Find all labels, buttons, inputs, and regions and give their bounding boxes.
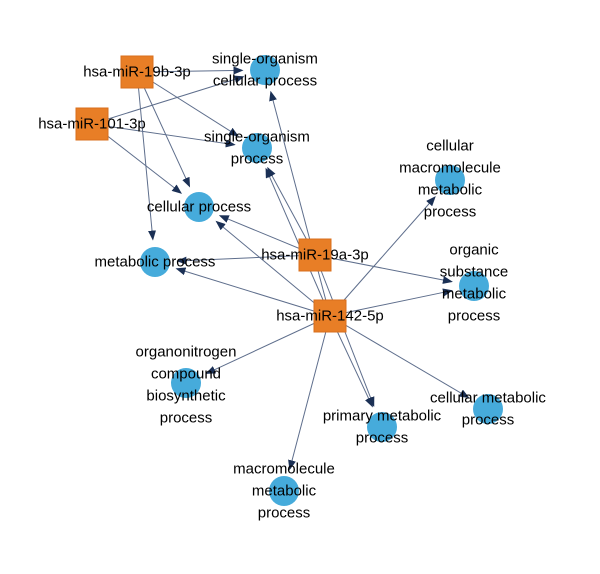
edge-hsa-mir-142-5p-to-organonitrogen-compound-biosynthetic-process[interactable]: [205, 315, 331, 374]
edge-hsa-mir-19b-3p-to-single-organism-cellular-process[interactable]: [136, 66, 244, 75]
node-label-primary-metabolic-process-line-0: primary metabolic: [323, 408, 442, 425]
edge-hsa-mir-142-5p-to-single-organism-process[interactable]: [265, 167, 331, 317]
mirna-node-hsa-mir-142-5p[interactable]: [313, 299, 347, 333]
node-label-cellular-macromolecule-metabolic-process-line-1: macromolecule: [399, 160, 501, 177]
mirna-node-hsa-mir-19b-3p[interactable]: [120, 55, 154, 89]
process-node-macromolecule-metabolic-process[interactable]: [269, 476, 299, 506]
edge-hsa-mir-19b-3p-to-metabolic-process[interactable]: [136, 71, 157, 241]
edge-hsa-mir-142-5p-to-single-organism-cellular-process[interactable]: [269, 90, 331, 317]
node-label-cellular-process-line-0: cellular process: [147, 199, 251, 216]
edge-hsa-mir-19a-3p-to-organic-substance-metabolic-process[interactable]: [314, 254, 453, 284]
edge-hsa-mir-142-5p-to-cellular-process[interactable]: [215, 220, 331, 317]
process-node-cellular-macromolecule-metabolic-process[interactable]: [435, 165, 465, 195]
edge-hsa-mir-101-3p-to-single-organism-process[interactable]: [91, 123, 236, 148]
node-label-cellular-metabolic-process-line-1: process: [462, 412, 515, 429]
process-node-cellular-process[interactable]: [184, 192, 214, 222]
process-node-organonitrogen-compound-biosynthetic-process[interactable]: [171, 368, 201, 398]
node-label-macromolecule-metabolic-process-line-1: metabolic: [252, 483, 317, 500]
node-label-organic-substance-metabolic-process-line-0: organic: [449, 242, 499, 259]
node-label-single-organism-process-line-0: single-organism: [204, 129, 310, 146]
node-label-cellular-metabolic-process-line-0: cellular metabolic: [430, 390, 546, 407]
node-label-single-organism-process-line-1: process: [231, 151, 284, 168]
process-node-organic-substance-metabolic-process[interactable]: [459, 271, 489, 301]
mirna-node-hsa-mir-101-3p[interactable]: [75, 107, 109, 141]
node-label-organic-substance-metabolic-process-line-1: substance: [440, 264, 508, 281]
edge-hsa-mir-142-5p-to-metabolic-process[interactable]: [175, 267, 331, 317]
edge-layer: [91, 66, 470, 471]
node-label-hsa-mir-101-3p-line-0: hsa-miR-101-3p: [38, 116, 146, 133]
node-label-hsa-mir-19a-3p-line-0: hsa-miR-19a-3p: [261, 247, 369, 264]
process-node-metabolic-process[interactable]: [140, 247, 170, 277]
edge-hsa-mir-142-5p-to-organic-substance-metabolic-process[interactable]: [329, 288, 453, 317]
node-label-cellular-macromolecule-metabolic-process-line-3: process: [424, 204, 477, 221]
process-node-cellular-metabolic-process[interactable]: [473, 394, 503, 424]
label-layer: hsa-miR-19b-3p hsa-miR-101-3p hsa-miR-19a-…: [38, 51, 546, 522]
node-label-organonitrogen-compound-biosynthetic-process-line-2: biosynthetic: [146, 388, 226, 405]
process-node-primary-metabolic-process[interactable]: [367, 412, 397, 442]
node-label-organonitrogen-compound-biosynthetic-process-line-1: compound: [151, 366, 221, 383]
node-label-metabolic-process-line-0: metabolic process: [95, 254, 216, 271]
node-label-organic-substance-metabolic-process-line-3: process: [448, 308, 501, 325]
process-node-single-organism-cellular-process[interactable]: [250, 55, 280, 85]
edge-hsa-mir-19a-3p-to-metabolic-process[interactable]: [176, 254, 316, 265]
node-label-organonitrogen-compound-biosynthetic-process-line-3: process: [160, 410, 213, 427]
node-label-organic-substance-metabolic-process-line-2: metabolic: [442, 286, 507, 303]
node-label-single-organism-cellular-process-line-1: cellular process: [213, 73, 317, 90]
node-layer: [75, 55, 503, 506]
mirna-node-hsa-mir-19a-3p[interactable]: [298, 238, 332, 272]
node-label-single-organism-cellular-process-line-0: single-organism: [212, 51, 318, 68]
node-label-hsa-mir-142-5p-line-0: hsa-miR-142-5p: [276, 308, 384, 325]
edge-hsa-mir-19b-3p-to-cellular-process[interactable]: [136, 71, 191, 188]
node-label-hsa-mir-19b-3p-line-0: hsa-miR-19b-3p: [83, 64, 191, 81]
process-node-single-organism-process[interactable]: [242, 133, 272, 163]
node-label-macromolecule-metabolic-process-line-0: macromolecule: [233, 461, 335, 478]
node-label-cellular-macromolecule-metabolic-process-line-2: metabolic: [418, 182, 483, 199]
node-label-primary-metabolic-process-line-1: process: [356, 430, 409, 447]
edge-hsa-mir-142-5p-to-macromolecule-metabolic-process[interactable]: [288, 315, 331, 471]
edge-hsa-mir-19b-3p-to-single-organism-process[interactable]: [136, 71, 239, 137]
node-label-organonitrogen-compound-biosynthetic-process-line-0: organonitrogen: [136, 344, 237, 361]
node-label-cellular-macromolecule-metabolic-process-line-0: cellular: [426, 138, 474, 155]
edge-hsa-mir-142-5p-to-cellular-macromolecule-metabolic-process[interactable]: [329, 196, 436, 317]
node-label-macromolecule-metabolic-process-line-2: process: [258, 505, 311, 522]
edge-hsa-mir-142-5p-to-cellular-metabolic-process[interactable]: [329, 315, 470, 399]
edge-hsa-mir-101-3p-to-single-organism-cellular-process[interactable]: [91, 75, 245, 125]
